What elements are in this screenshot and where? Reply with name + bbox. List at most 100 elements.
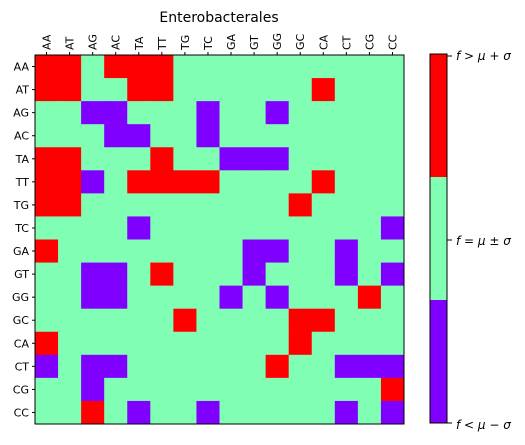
heatmap-cell-GT-TG bbox=[173, 262, 197, 287]
heatmap-cell-CC-GC bbox=[288, 400, 313, 425]
heatmap-cell-AT-AC bbox=[104, 78, 128, 102]
heatmap-cell-TC-AT bbox=[58, 216, 82, 240]
heatmap-cell-AT-TT bbox=[150, 78, 174, 102]
heatmap-cell-TC-TT bbox=[150, 216, 174, 240]
heatmap-cell-AA-TA bbox=[127, 55, 151, 79]
heatmap-cell-GG-GA bbox=[219, 285, 244, 310]
heatmap-cell-GT-TA bbox=[127, 262, 151, 287]
y-tick-label: GA bbox=[13, 245, 30, 258]
heatmap-cell-GA-AC bbox=[104, 239, 128, 264]
heatmap-cell-CG-CC bbox=[380, 377, 405, 402]
heatmap-cell-GA-CT bbox=[334, 239, 359, 264]
heatmap-cell-CG-AG bbox=[81, 377, 105, 402]
heatmap-cell-CG-TA bbox=[127, 377, 151, 402]
heatmap-cell-TT-AA bbox=[35, 170, 59, 194]
x-tick-label: TC bbox=[202, 36, 215, 51]
heatmap-cell-TA-AT bbox=[58, 147, 82, 171]
heatmap-cell-TA-CA bbox=[311, 147, 336, 171]
x-tick-label: TA bbox=[133, 36, 146, 51]
heatmap-cell-AG-GT bbox=[242, 101, 267, 125]
heatmap-cell-CA-TG bbox=[173, 331, 197, 356]
heatmap-cell-AA-TG bbox=[173, 55, 197, 79]
heatmap-cell-GT-AT bbox=[58, 262, 82, 287]
heatmap-cell-TG-TT bbox=[150, 193, 174, 217]
heatmap-cell-AG-GA bbox=[219, 101, 244, 125]
x-tick-label: TT bbox=[156, 36, 169, 51]
heatmap-cell-TC-CT bbox=[334, 216, 359, 240]
x-tick-labels: AA AT AG AC TA TT TG TC GA GT GG GC CA CT CG CC bbox=[41, 33, 399, 55]
heatmap-cell-AT-TA bbox=[127, 78, 151, 102]
heatmap-cell-AA-GT bbox=[242, 55, 267, 79]
heatmap-cell-CT-GG bbox=[265, 354, 290, 379]
x-tick-label: AG bbox=[87, 34, 100, 50]
heatmap-cell-CC-CA bbox=[311, 400, 336, 425]
heatmap-cell-CT-AG bbox=[81, 354, 105, 379]
heatmap-cell-AC-TG bbox=[173, 124, 197, 148]
heatmap-cell-TA-AA bbox=[35, 147, 59, 171]
x-tick-label: AA bbox=[41, 34, 54, 50]
heatmap-cell-TT-AT bbox=[58, 170, 82, 194]
heatmap-cell-TA-TC bbox=[196, 147, 220, 171]
heatmap-cell-TC-GA bbox=[219, 216, 244, 240]
heatmap-cell-TT-TA bbox=[127, 170, 151, 194]
heatmap-cell-GT-AA bbox=[35, 262, 59, 287]
heatmap-cell-CC-AT bbox=[58, 400, 82, 425]
heatmap-cell-CT-CG bbox=[357, 354, 382, 379]
heatmap-cell-GA-GA bbox=[219, 239, 244, 264]
heatmap-cell-CG-AA bbox=[35, 377, 59, 402]
heatmap-cell-GG-AG bbox=[81, 285, 105, 310]
heatmap-cell-CA-CA bbox=[311, 331, 336, 356]
heatmap-cell-CG-AT bbox=[58, 377, 82, 402]
heatmap-cell-AG-CC bbox=[380, 101, 405, 125]
heatmap-cell-GC-CT bbox=[334, 308, 359, 333]
heatmap-cell-GT-GA bbox=[219, 262, 244, 287]
heatmap-cell-AC-CT bbox=[334, 124, 359, 148]
heatmap-cell-CC-CG bbox=[357, 400, 382, 425]
heatmap-cell-GG-CT bbox=[334, 285, 359, 310]
heatmap-cell-GA-CG bbox=[357, 239, 382, 264]
heatmap-cell-AA-GC bbox=[288, 55, 313, 79]
heatmap-cell-GC-GA bbox=[219, 308, 244, 333]
heatmap-cell-AC-CC bbox=[380, 124, 405, 148]
y-tick-label: AG bbox=[13, 107, 29, 120]
colorbar-label-below: f < μ − σ bbox=[456, 418, 511, 432]
heatmap-cell-GT-GT bbox=[242, 262, 267, 287]
heatmap-cell-AG-AC bbox=[104, 101, 128, 125]
heatmap-cell-CT-AA bbox=[35, 354, 59, 379]
heatmap-cell-CT-TC bbox=[196, 354, 220, 379]
heatmap-cell-TT-CA bbox=[311, 170, 336, 194]
heatmap-cell-CG-TG bbox=[173, 377, 197, 402]
x-tick-label: GT bbox=[248, 35, 261, 50]
heatmap-cell-GC-TA bbox=[127, 308, 151, 333]
heatmap-cell-GA-TC bbox=[196, 239, 220, 264]
heatmap-cell-GG-TC bbox=[196, 285, 220, 310]
heatmap-cell-TA-TT bbox=[150, 147, 174, 171]
heatmap-cell-TT-CT bbox=[334, 170, 359, 194]
heatmap-cell-TG-GC bbox=[288, 193, 313, 217]
heatmap-cell-AC-AC bbox=[104, 124, 128, 148]
heatmap-cell-AA-AG bbox=[81, 55, 105, 79]
heatmap-cell-AT-AA bbox=[35, 78, 59, 102]
heatmap-cell-TG-TA bbox=[127, 193, 151, 217]
heatmap-cell-AG-AT bbox=[58, 101, 82, 125]
heatmap-cell-AT-GC bbox=[288, 78, 313, 102]
heatmap-cell-TG-GT bbox=[242, 193, 267, 217]
heatmap-cell-CA-TA bbox=[127, 331, 151, 356]
colorbar-below bbox=[430, 300, 447, 423]
heatmap-cell-TT-TG bbox=[173, 170, 197, 194]
heatmap-cell-GG-CG bbox=[357, 285, 382, 310]
heatmap-cell-GA-TT bbox=[150, 239, 174, 264]
y-tick-label: TA bbox=[15, 153, 30, 166]
heatmap-cell-AG-TG bbox=[173, 101, 197, 125]
heatmap-cell-AT-GT bbox=[242, 78, 267, 102]
heatmap-cell-GG-CA bbox=[311, 285, 336, 310]
heatmap-cell-AC-GG bbox=[265, 124, 290, 148]
heatmap-cell-GG-TA bbox=[127, 285, 151, 310]
heatmap-cell-AT-CT bbox=[334, 78, 359, 102]
heatmap-cell-AA-CG bbox=[357, 55, 382, 79]
heatmap-cell-AT-AT bbox=[58, 78, 82, 102]
heatmap-cell-AG-AG bbox=[81, 101, 105, 125]
heatmap-cell-GT-CC bbox=[380, 262, 405, 287]
heatmap-cell-GC-CC bbox=[380, 308, 405, 333]
y-tick-label: GC bbox=[13, 314, 30, 327]
